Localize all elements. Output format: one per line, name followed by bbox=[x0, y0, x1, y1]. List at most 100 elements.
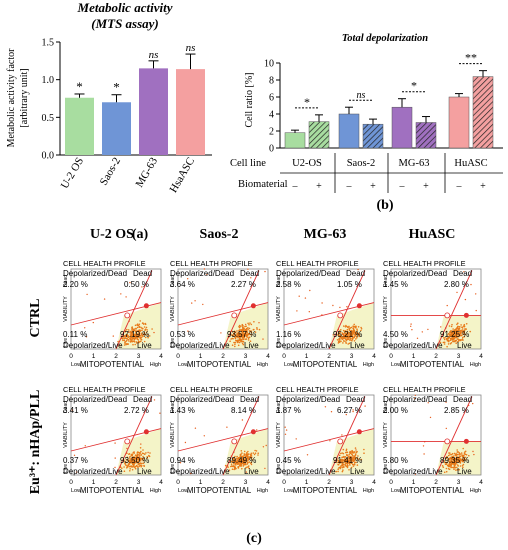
y-tick-label: 8 bbox=[269, 76, 274, 87]
x-high-label: High bbox=[470, 488, 481, 494]
event-point bbox=[463, 271, 465, 273]
event-point bbox=[308, 311, 310, 313]
event-point bbox=[353, 459, 356, 462]
event-point bbox=[463, 453, 466, 455]
event-point bbox=[131, 334, 133, 337]
event-point bbox=[354, 447, 357, 449]
event-point bbox=[324, 406, 327, 408]
event-point bbox=[125, 461, 128, 464]
x-low-label: Low bbox=[391, 362, 401, 368]
event-point bbox=[449, 342, 452, 345]
event-point bbox=[258, 322, 260, 324]
quadrant-value-depolarized-live: 0.45 % bbox=[276, 456, 301, 465]
event-point bbox=[449, 453, 451, 456]
x-high-label: High bbox=[363, 362, 374, 368]
event-point bbox=[456, 464, 459, 466]
event-point bbox=[352, 410, 354, 413]
event-point bbox=[112, 335, 115, 337]
event-point bbox=[73, 454, 76, 456]
cell-title: CELL HEALTH PROFILE bbox=[383, 259, 466, 268]
event-point bbox=[456, 461, 458, 464]
y-axis-label: VIABILITY bbox=[170, 296, 176, 322]
event-point bbox=[449, 461, 452, 463]
event-point bbox=[357, 326, 360, 328]
event-point bbox=[241, 452, 243, 454]
y-live-label: Live bbox=[63, 338, 69, 347]
event-point bbox=[338, 331, 341, 334]
gate-handle bbox=[337, 438, 344, 445]
event-point bbox=[240, 461, 242, 464]
event-point bbox=[355, 325, 357, 328]
event-point bbox=[442, 341, 445, 344]
event-point bbox=[241, 342, 244, 345]
event-point bbox=[237, 467, 240, 469]
event-point bbox=[237, 463, 239, 466]
quadrant-name-dead: Dead bbox=[453, 269, 472, 278]
event-point bbox=[232, 462, 235, 464]
x-tick-label: Saos-2 bbox=[98, 156, 123, 188]
event-point bbox=[452, 338, 455, 340]
quadrant-name-live: Live bbox=[137, 467, 152, 476]
event-point bbox=[243, 454, 245, 457]
event-point bbox=[240, 465, 242, 468]
x-axis-label: MITOPOTENTIAL bbox=[80, 360, 145, 369]
event-point bbox=[452, 457, 454, 460]
event-point bbox=[339, 337, 342, 339]
event-point bbox=[452, 466, 455, 469]
x-tick-label: 4 bbox=[479, 479, 483, 486]
event-point bbox=[342, 466, 344, 468]
event-point bbox=[194, 427, 197, 429]
event-point bbox=[414, 398, 416, 400]
x-tick-label: 3 bbox=[457, 479, 461, 486]
x-high-label: High bbox=[257, 362, 268, 368]
event-point bbox=[252, 452, 255, 454]
event-point bbox=[353, 463, 356, 466]
x-tick-label: 1 bbox=[412, 353, 416, 360]
x-low-label: Low bbox=[178, 488, 188, 494]
event-point bbox=[243, 334, 246, 337]
quadrant-name-depolarized-live: Depolarized/Live bbox=[63, 467, 123, 476]
event-point bbox=[350, 332, 353, 334]
x-tick-label: 3 bbox=[137, 479, 141, 486]
event-point bbox=[148, 335, 151, 337]
event-point bbox=[244, 462, 247, 465]
event-point bbox=[145, 331, 148, 333]
quadrant-name-dead: Dead bbox=[346, 269, 365, 278]
event-point bbox=[341, 462, 344, 465]
quadrant-value-dead: 6.27 % bbox=[337, 406, 362, 415]
event-point bbox=[249, 340, 252, 343]
panel-b-row2-label: Biomaterial bbox=[238, 179, 288, 190]
event-point bbox=[445, 401, 447, 403]
gate-handle bbox=[231, 438, 238, 445]
event-point bbox=[450, 335, 453, 338]
cell-line-label: U2-OS bbox=[292, 158, 322, 169]
event-point bbox=[355, 338, 357, 340]
event-point bbox=[339, 335, 341, 338]
panel-b-ylabel: Cell ratio [%] bbox=[244, 73, 255, 128]
event-point bbox=[234, 343, 236, 346]
panel-a-title-line2: (MTS assay) bbox=[91, 16, 159, 31]
event-point bbox=[238, 460, 240, 463]
event-point bbox=[138, 333, 140, 336]
event-point bbox=[458, 329, 461, 331]
event-point bbox=[245, 338, 248, 340]
x-tick-label: 2 bbox=[114, 479, 118, 486]
quadrant-value-live: 89.49 % bbox=[227, 456, 256, 465]
bar bbox=[284, 132, 306, 149]
event-point bbox=[132, 328, 135, 331]
event-point bbox=[86, 293, 88, 296]
event-point bbox=[130, 466, 133, 468]
event-point bbox=[133, 335, 135, 337]
event-point bbox=[140, 336, 143, 339]
event-point bbox=[448, 465, 451, 468]
event-point bbox=[245, 466, 247, 469]
event-point bbox=[132, 336, 134, 339]
event-point bbox=[346, 451, 349, 454]
event-point bbox=[228, 469, 231, 471]
event-point bbox=[460, 324, 462, 326]
event-point bbox=[247, 453, 249, 455]
bar bbox=[362, 123, 384, 149]
event-point bbox=[464, 333, 467, 336]
